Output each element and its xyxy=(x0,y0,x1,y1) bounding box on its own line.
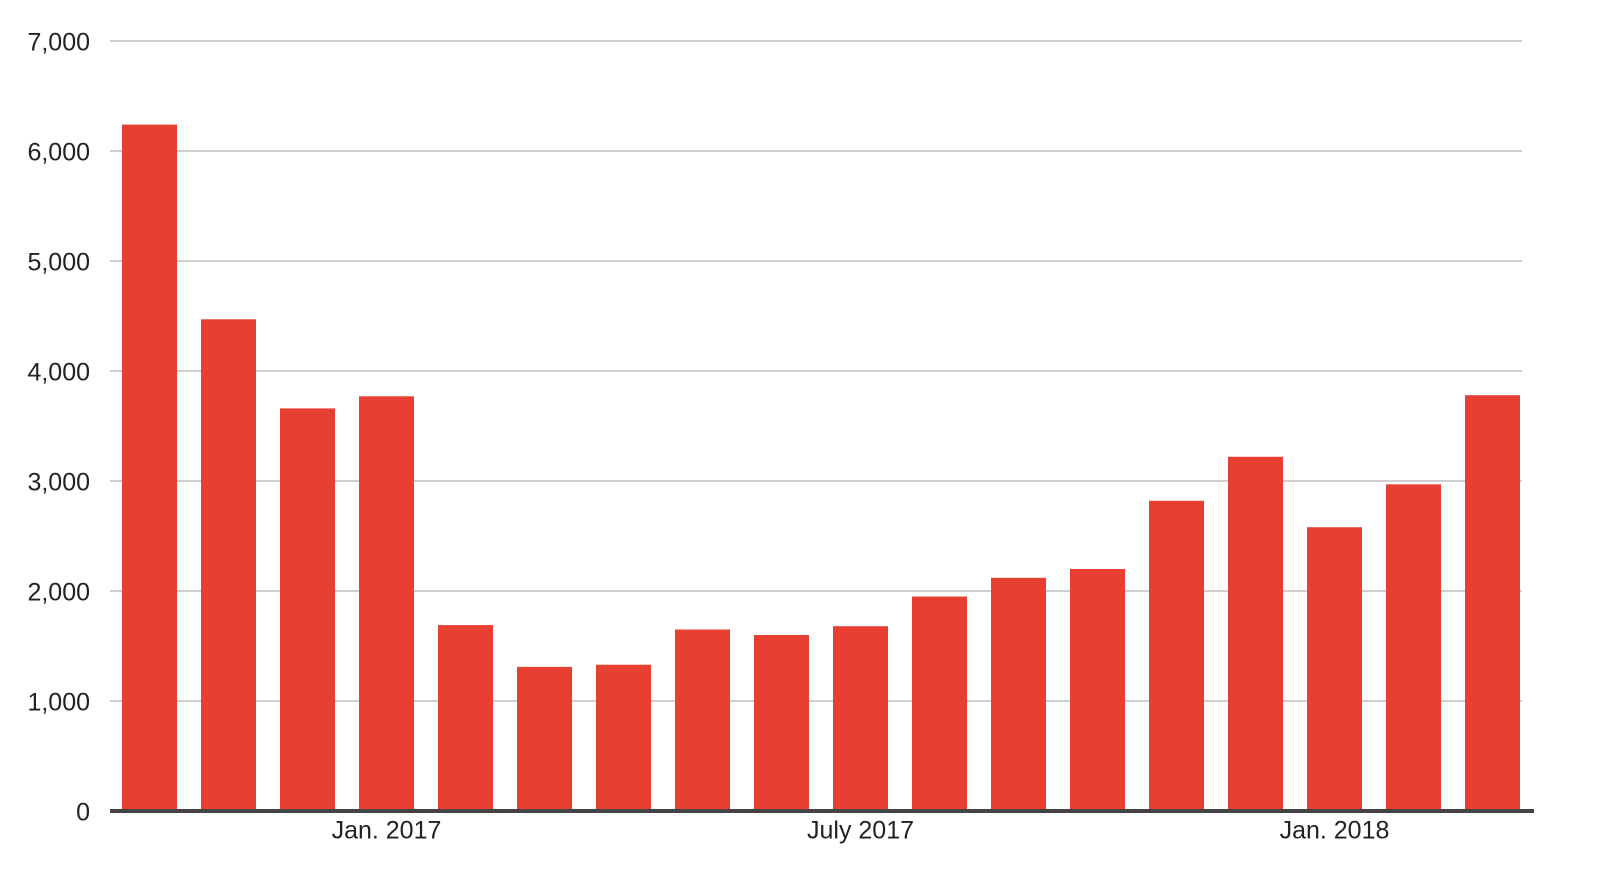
y-tick-label: 7,000 xyxy=(27,29,90,57)
bar xyxy=(1070,569,1125,811)
bar xyxy=(438,625,493,811)
bar xyxy=(675,629,730,811)
bar xyxy=(122,124,177,812)
bar xyxy=(991,577,1046,811)
bar xyxy=(359,396,414,811)
bar xyxy=(1228,456,1283,811)
bar xyxy=(517,666,572,811)
x-tick-label: Jan. 2018 xyxy=(1280,817,1390,845)
bar xyxy=(1465,395,1520,811)
bar xyxy=(596,664,651,811)
bar xyxy=(280,408,335,811)
bar xyxy=(1307,527,1362,811)
bar xyxy=(754,635,809,811)
x-tick-label: Jan. 2017 xyxy=(332,817,442,845)
y-tick-label: 5,000 xyxy=(27,249,90,277)
bar xyxy=(1149,500,1204,811)
bar xyxy=(833,626,888,811)
bar xyxy=(912,596,967,811)
y-tick-label: 4,000 xyxy=(27,359,90,387)
bar xyxy=(1386,484,1441,811)
y-tick-label: 1,000 xyxy=(27,689,90,717)
y-tick-label: 6,000 xyxy=(27,139,90,167)
x-tick-label: July 2017 xyxy=(807,817,914,845)
bar xyxy=(201,319,256,811)
y-tick-label: 2,000 xyxy=(27,579,90,607)
y-tick-label: 3,000 xyxy=(27,469,90,497)
y-tick-label: 0 xyxy=(76,799,90,827)
